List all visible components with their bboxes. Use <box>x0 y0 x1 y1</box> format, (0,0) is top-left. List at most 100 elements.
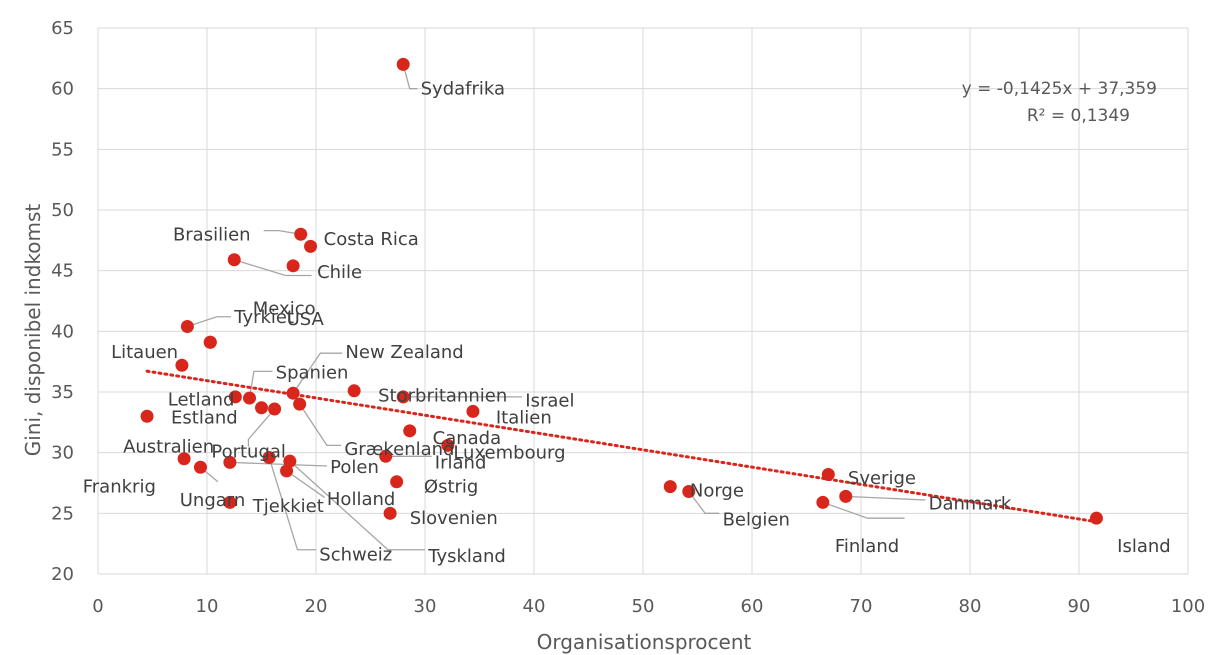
x-axis-title: Organisationsprocent <box>537 630 752 654</box>
data-label: Australien <box>123 437 214 458</box>
data-label: Storbritannien <box>378 386 507 407</box>
data-label: Tyrkiet <box>233 307 294 328</box>
x-tick-label: 0 <box>92 596 103 617</box>
data-point <box>175 358 189 372</box>
data-label: Italien <box>496 407 552 428</box>
data-points <box>140 57 1103 525</box>
data-point <box>293 397 307 411</box>
data-label: Brasilien <box>173 224 251 245</box>
data-label: Frankrig <box>83 477 156 498</box>
y-tick-label: 55 <box>51 139 74 160</box>
leader-line <box>263 229 301 235</box>
data-point <box>441 438 455 452</box>
leader-line <box>268 457 316 551</box>
leader-line <box>286 470 326 499</box>
x-tick-label: 50 <box>632 596 655 617</box>
data-label: Irland <box>435 452 487 473</box>
x-tick-label: 60 <box>741 596 764 617</box>
data-point <box>816 495 830 509</box>
data-label: Canada <box>433 428 502 449</box>
data-label: Sydafrika <box>421 79 505 100</box>
data-point <box>286 259 300 273</box>
grid-lines <box>97 27 1189 575</box>
r-squared-label: R² = 0,1349 <box>1027 106 1130 126</box>
data-label: Letland <box>168 389 235 410</box>
x-tick-label: 90 <box>1068 596 1091 617</box>
y-tick-label: 60 <box>51 79 74 100</box>
data-point <box>396 390 410 404</box>
data-point <box>140 409 154 423</box>
data-point <box>304 239 318 253</box>
data-point <box>379 449 393 463</box>
data-label: Israel <box>525 390 574 411</box>
y-tick-label: 45 <box>51 261 74 282</box>
data-label: Portugal <box>211 441 286 462</box>
data-point <box>268 402 282 416</box>
data-label: Østrig <box>424 477 478 498</box>
data-point <box>243 391 257 405</box>
y-tick-label: 20 <box>51 564 74 585</box>
data-point <box>228 390 242 404</box>
y-tick-label: 25 <box>51 503 74 524</box>
leader-line <box>402 64 418 90</box>
x-tick-label: 40 <box>523 596 546 617</box>
data-point <box>223 495 237 509</box>
data-label: Grækenland <box>344 439 454 460</box>
x-tick-label: 30 <box>414 596 437 617</box>
data-label: Luxembourg <box>453 443 565 464</box>
data-point <box>390 475 404 489</box>
data-label: Costa Rica <box>324 229 419 250</box>
y-tick-label: 30 <box>51 443 74 464</box>
data-label: Slovenien <box>410 508 498 529</box>
data-point <box>193 460 207 474</box>
leader-line <box>234 259 312 277</box>
data-label: Litauen <box>111 342 178 363</box>
x-tick-label: 10 <box>196 596 219 617</box>
data-point <box>177 452 191 466</box>
data-label: Sverige <box>848 468 916 489</box>
data-point <box>821 468 835 482</box>
data-label: Belgien <box>723 509 790 530</box>
data-point <box>294 227 308 241</box>
leader-line <box>187 316 231 328</box>
leader-line <box>247 408 276 447</box>
trendline-equation: y = -0,1425x + 37,359 <box>962 79 1157 99</box>
leader-line <box>229 461 327 467</box>
x-tick-label: 70 <box>850 596 873 617</box>
x-tick-label: 20 <box>305 596 328 617</box>
data-label: Norge <box>690 480 744 501</box>
trendline-line <box>145 369 1098 524</box>
x-tick-label: 80 <box>959 596 982 617</box>
data-point <box>383 506 397 520</box>
data-label: Spanien <box>276 363 349 384</box>
data-label: New Zealand <box>345 342 463 363</box>
data-label: Tyskland <box>427 546 506 567</box>
data-point <box>255 401 268 415</box>
data-label: Holland <box>327 489 395 510</box>
data-point <box>403 424 417 438</box>
leader-line <box>688 491 720 514</box>
data-label: Mexico <box>253 298 316 319</box>
y-tick-label: 35 <box>51 382 74 403</box>
data-point <box>280 464 294 478</box>
data-point <box>1089 511 1103 525</box>
leader-line <box>292 352 343 394</box>
data-label: Tjekkiet <box>252 496 324 517</box>
y-axis-title: Gini, disponibel indkomst <box>21 204 45 457</box>
data-label: Ungarn <box>180 490 246 511</box>
data-point <box>466 404 480 418</box>
y-tick-label: 65 <box>51 18 74 39</box>
leader-line <box>845 495 926 501</box>
data-label: Danmark <box>929 494 1012 515</box>
data-point <box>682 484 696 498</box>
data-label: USA <box>287 309 325 330</box>
data-point <box>262 451 276 465</box>
data-point <box>203 335 217 349</box>
leader-line <box>822 501 905 519</box>
data-point <box>286 386 300 400</box>
data-label: Chile <box>317 262 362 283</box>
label-leader-lines <box>187 64 926 551</box>
data-label: Polen <box>330 457 379 478</box>
